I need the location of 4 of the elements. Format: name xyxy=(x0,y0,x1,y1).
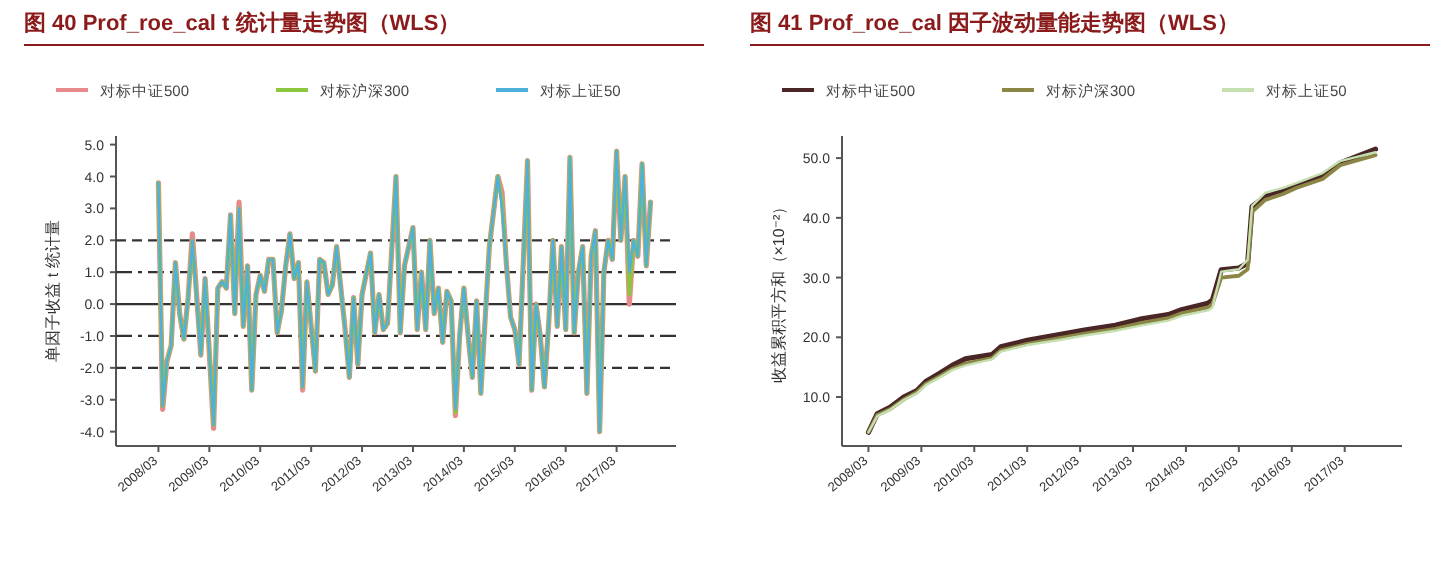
chart-title: 图 41 Prof_roe_cal 因子波动量能走势图（WLS） xyxy=(750,8,1430,46)
y-axis-title: 单因子收益 t 统计量 xyxy=(44,220,62,362)
y-axis-title: 收益累积平方和（×10⁻²） xyxy=(770,198,788,384)
chart-title: 图 40 Prof_roe_cal t 统计量走势图（WLS） xyxy=(24,8,704,46)
